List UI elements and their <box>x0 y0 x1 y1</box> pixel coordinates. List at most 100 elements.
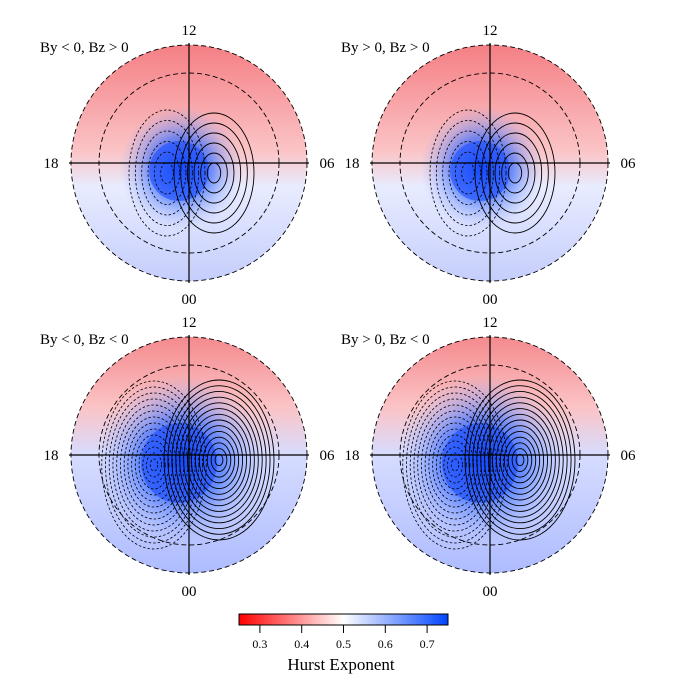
negative-contour <box>131 428 177 502</box>
negative-contour <box>409 392 501 538</box>
negative-contour <box>146 452 162 478</box>
panel-title: By < 0, Bz < 0 <box>40 332 129 348</box>
negative-contour <box>435 120 501 226</box>
negative-contour <box>149 458 159 472</box>
negative-contour <box>142 446 166 484</box>
positive-contour <box>183 408 255 512</box>
negative-contour <box>461 162 475 184</box>
mlt-label-12: 12 <box>182 23 197 39</box>
positive-contour <box>175 396 263 524</box>
positive-contour <box>480 402 560 518</box>
negative-contour <box>141 130 193 216</box>
positive-contour <box>501 152 529 194</box>
panel-title: By > 0, Bz < 0 <box>341 332 430 348</box>
positive-contour <box>481 122 549 224</box>
colorbar-tick-label: 0.5 <box>336 637 351 651</box>
polar-panel: By < 0, Bz < 0 12 00 18 06 <box>40 315 335 600</box>
negative-contour <box>128 109 206 237</box>
negative-contour <box>101 380 207 550</box>
positive-contour <box>193 142 235 204</box>
negative-contour <box>454 151 482 195</box>
negative-contour <box>112 398 196 532</box>
positive-contour <box>515 453 525 467</box>
positive-contour <box>187 413 251 507</box>
mlt-label-18: 18 <box>345 448 360 464</box>
negative-contour <box>108 392 200 538</box>
positive-contour <box>210 448 228 472</box>
colorbar-tick-label: 0.6 <box>378 637 393 651</box>
positive-contour <box>194 425 244 495</box>
negative-contour <box>450 458 460 472</box>
positive-contour <box>163 379 275 541</box>
positive-contour <box>507 442 533 478</box>
contours <box>128 109 255 237</box>
negative-contour <box>402 380 508 550</box>
mlt-label-18: 18 <box>44 156 59 172</box>
panel-title: By < 0, Bz > 0 <box>40 40 129 56</box>
positive-contour <box>468 385 572 535</box>
polar-panel: By < 0, Bz > 0 12 00 18 06 <box>40 23 335 308</box>
negative-contour <box>116 404 192 526</box>
negative-contour <box>120 410 188 520</box>
positive-contour <box>180 122 248 224</box>
positive-contour <box>200 152 228 194</box>
positive-contour <box>464 379 576 541</box>
colorbar-tick-label: 0.3 <box>252 637 267 651</box>
colorbar-label: Hurst Exponent <box>287 655 394 674</box>
positive-contour <box>191 419 247 501</box>
positive-contour <box>198 430 240 490</box>
negative-contour <box>443 446 467 484</box>
contours <box>402 379 576 550</box>
negative-contour <box>134 434 174 496</box>
mlt-label-18: 18 <box>44 448 59 464</box>
mlt-label-00: 00 <box>182 584 197 600</box>
negative-contour <box>153 151 181 195</box>
positive-contour <box>474 112 556 234</box>
positive-contour <box>487 132 543 214</box>
positive-contour <box>511 448 529 472</box>
negative-contour <box>413 398 497 532</box>
positive-contour <box>476 396 564 524</box>
positive-contour <box>503 436 537 484</box>
positive-contour <box>492 419 548 501</box>
positive-contour <box>494 142 536 204</box>
positive-contour <box>167 385 271 535</box>
positive-contour <box>488 413 552 507</box>
negative-contour <box>134 120 200 226</box>
positive-contour <box>499 430 541 490</box>
colorbar-gradient <box>238 613 449 626</box>
negative-contour <box>447 452 463 478</box>
positive-contour <box>495 425 545 495</box>
polar-panel: By > 0, Bz < 0 12 00 18 06 <box>341 315 636 600</box>
mlt-label-06: 06 <box>320 448 336 464</box>
mlt-label-06: 06 <box>320 156 336 172</box>
positive-contour <box>214 453 224 467</box>
mlt-label-18: 18 <box>345 156 360 172</box>
negative-contour <box>105 386 203 544</box>
negative-contour <box>421 410 489 520</box>
positive-contour <box>484 408 556 512</box>
positive-contour <box>173 112 255 234</box>
positive-contour <box>186 132 242 214</box>
negative-contour <box>147 141 187 205</box>
mlt-label-00: 00 <box>182 292 197 308</box>
mlt-label-12: 12 <box>182 315 197 331</box>
negative-contour <box>432 428 478 502</box>
colorbar-tick-label: 0.4 <box>294 637 309 651</box>
negative-contour <box>406 386 504 544</box>
mlt-label-06: 06 <box>621 156 637 172</box>
positive-contour <box>179 402 259 518</box>
mlt-label-12: 12 <box>483 315 498 331</box>
polar-panel: By > 0, Bz > 0 12 00 18 06 <box>341 23 636 308</box>
positive-contour <box>202 436 236 484</box>
panel-title: By > 0, Bz > 0 <box>341 40 430 56</box>
negative-contour <box>160 162 174 184</box>
contours <box>101 379 275 550</box>
mlt-label-00: 00 <box>483 292 498 308</box>
colorbar-tick-label: 0.7 <box>420 637 435 651</box>
colorbar: 0.3 0.4 0.5 0.6 0.7 Hurst Exponent <box>238 613 449 674</box>
contours <box>429 109 556 237</box>
negative-contour <box>439 440 471 490</box>
mlt-label-00: 00 <box>483 584 498 600</box>
